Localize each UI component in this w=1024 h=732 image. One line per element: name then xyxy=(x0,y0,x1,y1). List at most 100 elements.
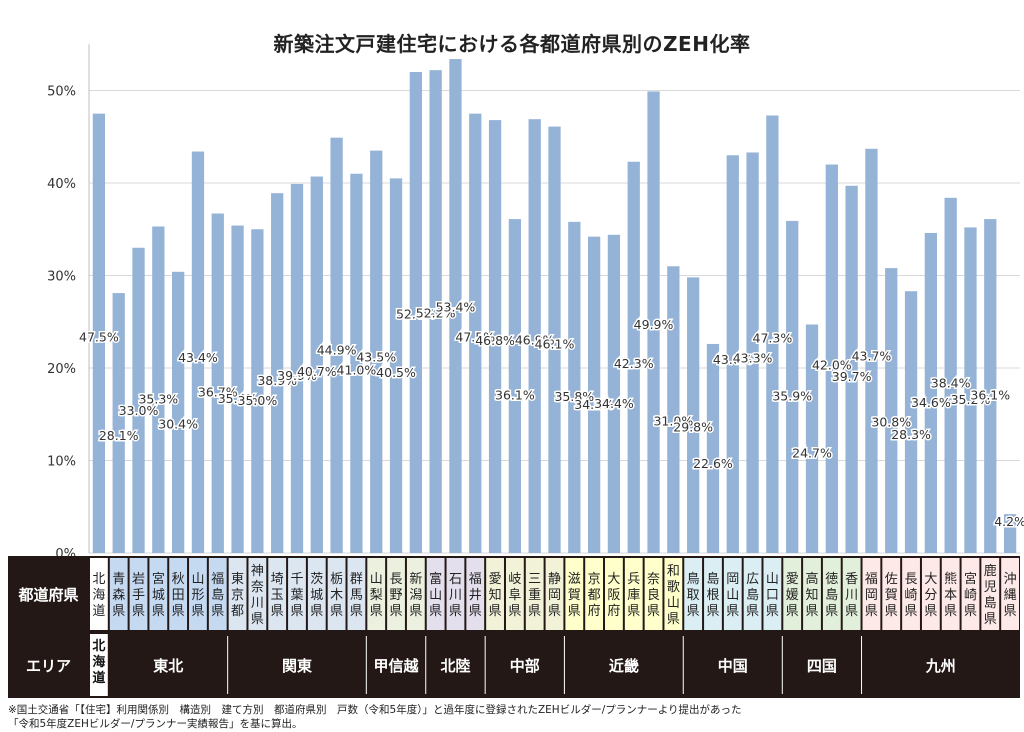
prefecture-cell xyxy=(882,558,901,630)
prefecture-label-char: 茨 xyxy=(310,572,323,587)
prefecture-label-char: 島 xyxy=(984,596,997,611)
prefecture-cell xyxy=(842,558,861,630)
data-label: 43.3% xyxy=(733,351,773,366)
prefecture-label-char: 葉 xyxy=(290,588,303,603)
prefecture-label-char: 県 xyxy=(211,604,224,619)
prefecture-label-char: 県 xyxy=(865,604,878,619)
bar xyxy=(251,229,264,553)
prefecture-label-char: 手 xyxy=(132,588,145,603)
prefecture-label-char: 岡 xyxy=(865,588,878,603)
prefecture-label-char: 岐 xyxy=(508,572,521,587)
bar xyxy=(687,277,700,553)
prefecture-cell xyxy=(466,558,485,630)
bar xyxy=(805,324,819,553)
prefecture-label-char: 三 xyxy=(528,572,541,587)
prefecture-label-char: 都 xyxy=(231,604,244,619)
prefecture-cell xyxy=(981,558,1000,630)
data-label: 30.8% xyxy=(871,414,911,429)
prefecture-cell xyxy=(783,558,802,630)
prefecture-label-char: 井 xyxy=(469,588,482,603)
prefecture-label-char: 大 xyxy=(607,572,620,587)
data-label: 40.7% xyxy=(297,364,337,379)
area-label: 関東 xyxy=(282,657,312,675)
footnote: ※国土交通省「【住宅】利用関係別 構造別 建て方別 都道府県別 戸数（令和5年度… xyxy=(8,703,742,731)
prefecture-cell xyxy=(565,558,584,630)
data-label: 34.4% xyxy=(594,396,634,411)
prefecture-label-char: 賀 xyxy=(885,588,898,603)
prefecture-label-char: 静 xyxy=(548,572,561,587)
data-label: 28.1% xyxy=(99,428,139,443)
prefecture-cell xyxy=(664,558,683,630)
bar xyxy=(706,343,720,553)
bar xyxy=(449,59,462,554)
bar xyxy=(271,193,284,554)
bar xyxy=(350,173,363,553)
prefecture-cell xyxy=(109,558,128,630)
prefecture-label-char: 熊 xyxy=(944,571,957,587)
prefecture-label-char: 都 xyxy=(588,588,601,603)
prefecture-label-char: 川 xyxy=(845,588,858,603)
prefecture-label-char: 県 xyxy=(330,604,343,619)
prefecture-label-char: 県 xyxy=(786,604,799,619)
bar xyxy=(211,213,224,553)
area-label: 甲信越 xyxy=(374,657,420,675)
footnote-line-1: ※国土交通省「【住宅】利用関係別 構造別 建て方別 都道府県別 戸数（令和5年度… xyxy=(8,704,742,716)
prefecture-label-char: 奈 xyxy=(647,572,660,587)
data-label: 46.9% xyxy=(515,332,555,347)
prefecture-label-char: 阪 xyxy=(607,588,620,603)
bar xyxy=(132,247,145,553)
prefecture-label-char: 県 xyxy=(489,604,502,619)
prefecture-cell xyxy=(367,558,386,630)
data-label: 52.2% xyxy=(416,305,456,320)
data-label: 43.5% xyxy=(356,350,396,365)
prefecture-label-char: 長 xyxy=(390,572,403,587)
prefecture-label-char: 鳥 xyxy=(687,572,700,587)
prefecture-label-char: 山 xyxy=(766,572,779,587)
prefecture-cell xyxy=(268,558,287,630)
prefecture-cell xyxy=(525,558,544,630)
prefecture-label-char: 県 xyxy=(251,612,264,627)
prefecture-label-char: 県 xyxy=(1004,604,1017,619)
area-label-char: 道 xyxy=(92,670,105,686)
prefecture-label-char: 東 xyxy=(231,571,244,587)
prefecture-label-char: 埼 xyxy=(271,572,284,587)
prefecture-label-char: 森 xyxy=(112,588,125,603)
prefecture-label-char: 歌 xyxy=(667,580,680,595)
prefecture-cell xyxy=(822,558,841,630)
prefecture-label-char: 岡 xyxy=(548,588,561,603)
prefecture-label-char: 富 xyxy=(429,571,442,587)
prefecture-label-char: 県 xyxy=(409,604,422,619)
prefecture-label-char: 県 xyxy=(310,604,323,619)
data-label: 53.4% xyxy=(436,299,476,314)
prefecture-cell xyxy=(347,558,366,630)
data-label: 47.3% xyxy=(753,330,793,345)
prefecture-label-char: 北 xyxy=(92,572,105,587)
prefecture-label-char: 群 xyxy=(350,572,363,587)
prefecture-label-char: 沖 xyxy=(1004,572,1017,587)
area-label: 四国 xyxy=(807,657,837,675)
prefecture-label-char: 徳 xyxy=(825,572,838,587)
bar xyxy=(1003,514,1017,553)
data-label: 47.5% xyxy=(455,329,495,344)
prefecture-cell xyxy=(1001,558,1019,630)
prefecture-label-char: 県 xyxy=(132,604,145,619)
area-label-char: 海 xyxy=(92,654,105,670)
prefecture-label-char: 千 xyxy=(290,572,303,587)
prefecture-label-char: 山 xyxy=(667,596,680,611)
prefecture-label-char: 県 xyxy=(370,604,383,619)
prefecture-cell xyxy=(90,558,108,630)
data-label: 33.0% xyxy=(119,403,159,418)
prefecture-label-char: 和 xyxy=(667,564,680,579)
bar xyxy=(647,91,660,554)
y-tick-label: 30% xyxy=(47,270,76,285)
prefecture-label-char: 媛 xyxy=(786,588,799,603)
prefecture-label-char: 県 xyxy=(172,604,185,619)
data-label: 38.4% xyxy=(931,376,971,391)
row-header-prefecture: 都道府県 xyxy=(17,586,78,604)
prefecture-label-char: 府 xyxy=(607,604,620,619)
data-label: 36.1% xyxy=(495,387,535,402)
prefecture-label-char: 県 xyxy=(647,604,660,619)
prefecture-label-char: 岡 xyxy=(726,572,739,587)
prefecture-label-char: 分 xyxy=(924,588,937,603)
